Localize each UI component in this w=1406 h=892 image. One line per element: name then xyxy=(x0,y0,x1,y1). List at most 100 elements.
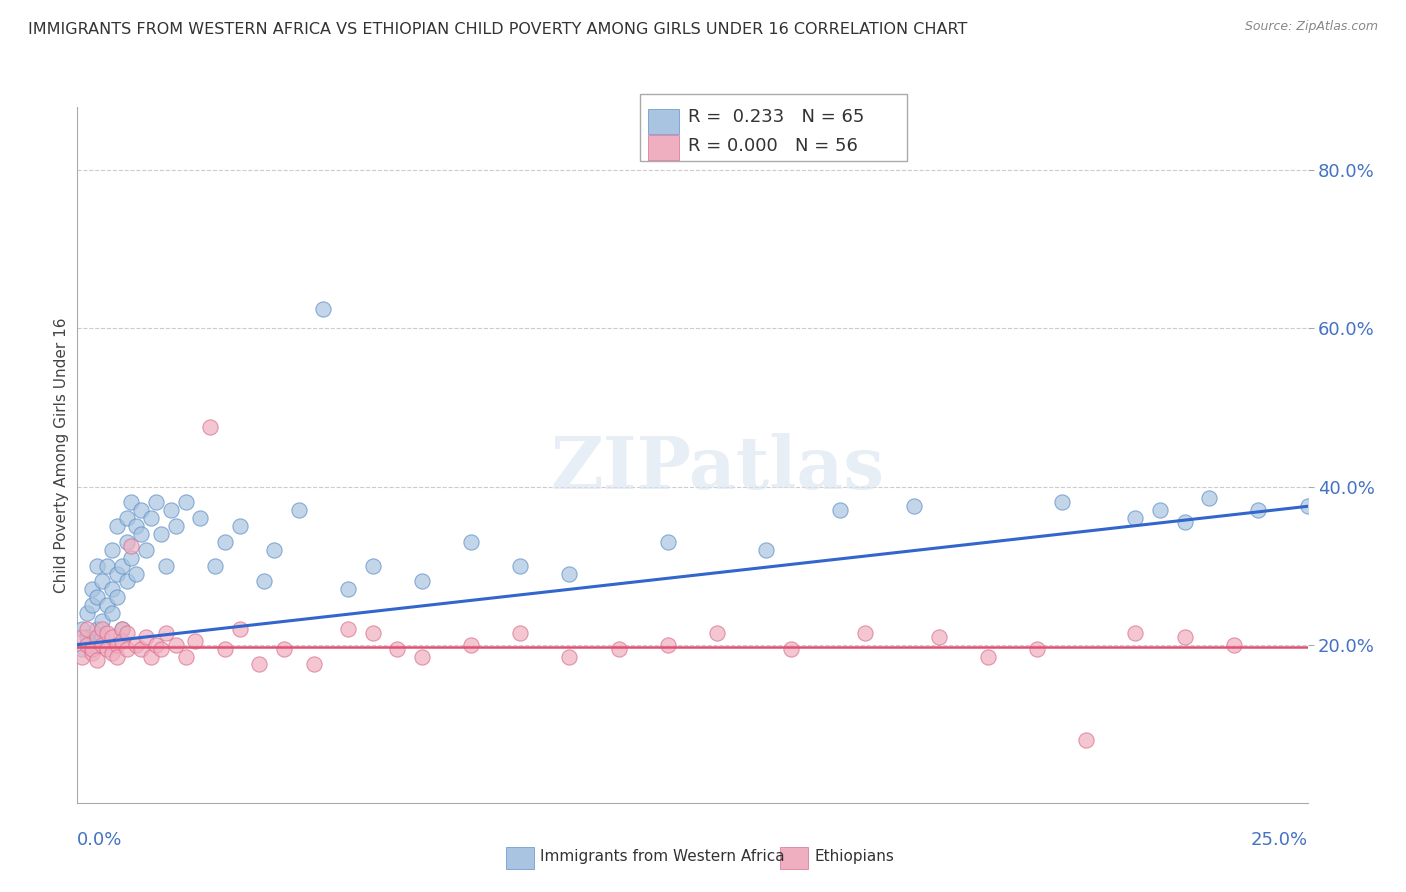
Point xyxy=(214,534,236,549)
Text: Ethiopians: Ethiopians xyxy=(814,849,894,863)
Point xyxy=(70,641,93,656)
Point xyxy=(214,641,236,656)
Point xyxy=(903,500,925,514)
Point xyxy=(190,511,212,525)
Point xyxy=(70,622,93,636)
Point xyxy=(1076,732,1098,747)
Text: IMMIGRANTS FROM WESTERN AFRICA VS ETHIOPIAN CHILD POVERTY AMONG GIRLS UNDER 16 C: IMMIGRANTS FROM WESTERN AFRICA VS ETHIOP… xyxy=(28,22,967,37)
Point xyxy=(1247,503,1270,517)
Point xyxy=(105,638,128,652)
Point xyxy=(174,649,197,664)
Point xyxy=(657,534,679,549)
Point xyxy=(82,646,104,660)
Point xyxy=(90,622,114,636)
Point xyxy=(302,657,325,672)
Point xyxy=(141,511,163,525)
Point xyxy=(111,633,132,648)
Text: ZIPatlas: ZIPatlas xyxy=(550,434,884,504)
Point xyxy=(115,625,138,640)
Point xyxy=(977,649,1000,664)
Text: Source: ZipAtlas.com: Source: ZipAtlas.com xyxy=(1244,20,1378,33)
Text: Immigrants from Western Africa: Immigrants from Western Africa xyxy=(540,849,785,863)
Point xyxy=(86,630,108,644)
Point xyxy=(121,539,143,553)
Point xyxy=(184,633,207,648)
Point xyxy=(411,649,433,664)
Point xyxy=(141,649,163,664)
Point xyxy=(121,550,143,565)
Point xyxy=(1125,625,1147,640)
Point xyxy=(160,503,183,517)
Point xyxy=(288,503,311,517)
Point xyxy=(253,574,276,589)
Point xyxy=(90,630,114,644)
Point xyxy=(101,630,124,644)
Point xyxy=(780,641,803,656)
Text: R = 0.000   N = 56: R = 0.000 N = 56 xyxy=(688,136,858,155)
Point xyxy=(312,301,335,316)
Point xyxy=(76,606,98,620)
Point xyxy=(82,598,104,612)
Point xyxy=(111,622,132,636)
Point xyxy=(145,638,167,652)
Point xyxy=(361,625,384,640)
Point xyxy=(263,542,285,557)
Point xyxy=(96,598,118,612)
Point xyxy=(607,641,630,656)
Y-axis label: Child Poverty Among Girls Under 16: Child Poverty Among Girls Under 16 xyxy=(53,318,69,592)
Point xyxy=(155,625,177,640)
Point xyxy=(121,495,143,509)
Point xyxy=(70,649,93,664)
Point xyxy=(928,630,950,644)
Point xyxy=(135,542,157,557)
Point xyxy=(229,622,252,636)
Point xyxy=(755,542,778,557)
Point xyxy=(76,638,98,652)
Text: 25.0%: 25.0% xyxy=(1250,830,1308,848)
Point xyxy=(165,638,187,652)
Point xyxy=(150,527,173,541)
Point xyxy=(105,566,128,581)
Point xyxy=(174,495,197,509)
Point xyxy=(165,519,187,533)
Point xyxy=(125,638,148,652)
Point xyxy=(70,630,93,644)
Point xyxy=(101,582,124,597)
Point xyxy=(1223,638,1246,652)
Point xyxy=(509,625,531,640)
Point xyxy=(96,558,118,573)
Point xyxy=(101,646,124,660)
Point xyxy=(1050,495,1073,509)
Point xyxy=(135,630,157,644)
Point xyxy=(82,641,104,656)
Point xyxy=(101,542,124,557)
Point xyxy=(96,625,118,640)
Point xyxy=(90,574,114,589)
Point xyxy=(155,558,177,573)
Point xyxy=(82,582,104,597)
Point xyxy=(1026,641,1049,656)
Point xyxy=(105,649,128,664)
Point xyxy=(86,591,108,605)
Point xyxy=(115,534,138,549)
Point xyxy=(1174,515,1197,529)
Point xyxy=(131,503,153,517)
Point xyxy=(1125,511,1147,525)
Point xyxy=(706,625,728,640)
Point xyxy=(90,638,114,652)
Point xyxy=(86,622,108,636)
Point xyxy=(145,495,167,509)
Point xyxy=(361,558,384,573)
Point xyxy=(200,420,222,434)
Point xyxy=(853,625,876,640)
Point xyxy=(90,614,114,628)
Point xyxy=(249,657,271,672)
Point xyxy=(657,638,679,652)
Point xyxy=(273,641,295,656)
Point xyxy=(111,558,132,573)
Point xyxy=(82,638,104,652)
Point xyxy=(387,641,409,656)
Point xyxy=(460,534,482,549)
Point xyxy=(337,582,360,597)
Point xyxy=(125,519,148,533)
